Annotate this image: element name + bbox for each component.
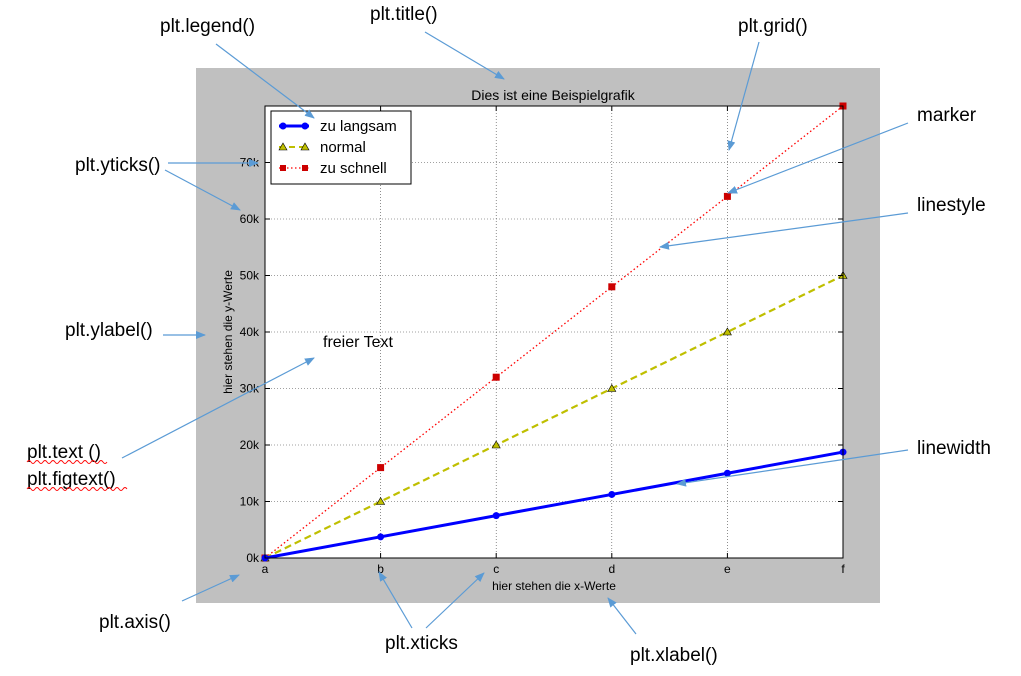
arrow-text <box>121 357 315 459</box>
arrow-marker <box>727 122 909 194</box>
x-tick-label: e <box>724 562 731 576</box>
callout-marker: marker <box>917 105 977 126</box>
x-tick-label: f <box>841 562 845 576</box>
arrow-title <box>424 31 505 80</box>
legend-marker-zu-schnell <box>302 165 308 171</box>
arrow-xticks-1 <box>378 571 413 629</box>
arrow-linestyle <box>659 212 909 250</box>
data-point-normal <box>722 327 732 336</box>
y-tick-label: 0k <box>246 551 260 565</box>
callout-ylabel: plt.ylabel() <box>65 320 153 341</box>
legend-label-zu-langsam: zu langsam <box>320 118 397 135</box>
x-tick-label: c <box>493 562 499 576</box>
spellcheck-underline <box>26 460 108 464</box>
y-tick-label: 30k <box>240 382 260 396</box>
data-point-normal <box>607 383 617 392</box>
arrow-grid <box>727 41 760 151</box>
x-tick-label: b <box>377 562 384 576</box>
callout-xticks: plt.xticks <box>385 633 458 654</box>
callout-arrows <box>121 31 909 635</box>
y-tick-label: 10k <box>240 495 260 509</box>
arrow-xlabel <box>607 597 637 635</box>
y-tick-label: 60k <box>240 212 260 226</box>
legend-label-zu-schnell: zu schnell <box>320 160 387 177</box>
legend-marker-zu-langsam <box>279 122 287 130</box>
plot-frame <box>264 105 844 559</box>
data-point-zu-schnell <box>723 192 731 200</box>
y-axis-label: hier stehen die y-Werte <box>221 270 235 394</box>
legend-marker-normal <box>278 142 288 151</box>
callout-xlabel: plt.xlabel() <box>630 645 718 666</box>
data-point-zu-schnell <box>492 373 500 381</box>
arrow-axis <box>181 574 240 602</box>
callout-yticks: plt.yticks() <box>75 155 161 176</box>
data-point-zu-langsam <box>723 469 731 477</box>
arrow-linewidth <box>676 449 909 487</box>
series-line-zu-langsam <box>264 450 844 560</box>
arrow-yticks-2 <box>164 169 241 211</box>
callout-title: plt.title() <box>370 4 438 25</box>
data-point-zu-schnell <box>608 283 616 291</box>
y-tick-label: 50k <box>240 269 260 283</box>
callout-axis: plt.axis() <box>99 612 171 633</box>
legend: zu langsam normal zu schnell <box>270 110 412 185</box>
x-axis-label: hier stehen die x-Werte <box>492 579 616 593</box>
data-point-zu-langsam <box>608 490 616 498</box>
legend-marker-zu-langsam <box>301 122 309 130</box>
callout-linewidth: linewidth <box>917 438 991 459</box>
series-line-normal <box>264 274 844 559</box>
data-point-normal <box>491 440 501 449</box>
callout-linestyle: linestyle <box>917 195 986 216</box>
arrow-legend <box>215 43 315 119</box>
callout-grid: plt.grid() <box>738 16 808 37</box>
callout-text: plt.text () <box>27 442 101 463</box>
legend-marker-normal <box>300 142 310 151</box>
spellcheck-underline <box>26 487 128 491</box>
callout-figtext: plt.figtext() <box>27 469 116 490</box>
arrow-xticks-2 <box>425 572 485 629</box>
legend-marker-zu-schnell <box>280 165 286 171</box>
y-tick-label: 20k <box>240 438 260 452</box>
y-tick-label: 40k <box>240 325 260 339</box>
callout-legend: plt.legend() <box>160 16 255 37</box>
x-tick-label: d <box>608 562 615 576</box>
data-point-zu-langsam <box>492 512 500 520</box>
legend-label-normal: normal <box>320 139 366 156</box>
x-tick-label: a <box>262 562 269 576</box>
data-point-normal <box>376 496 386 505</box>
chart-title: Dies ist eine Beispielgrafik <box>471 87 635 103</box>
data-point-zu-schnell <box>377 464 385 472</box>
data-point-zu-langsam <box>377 533 385 541</box>
free-text-annotation: freier Text <box>323 334 394 351</box>
